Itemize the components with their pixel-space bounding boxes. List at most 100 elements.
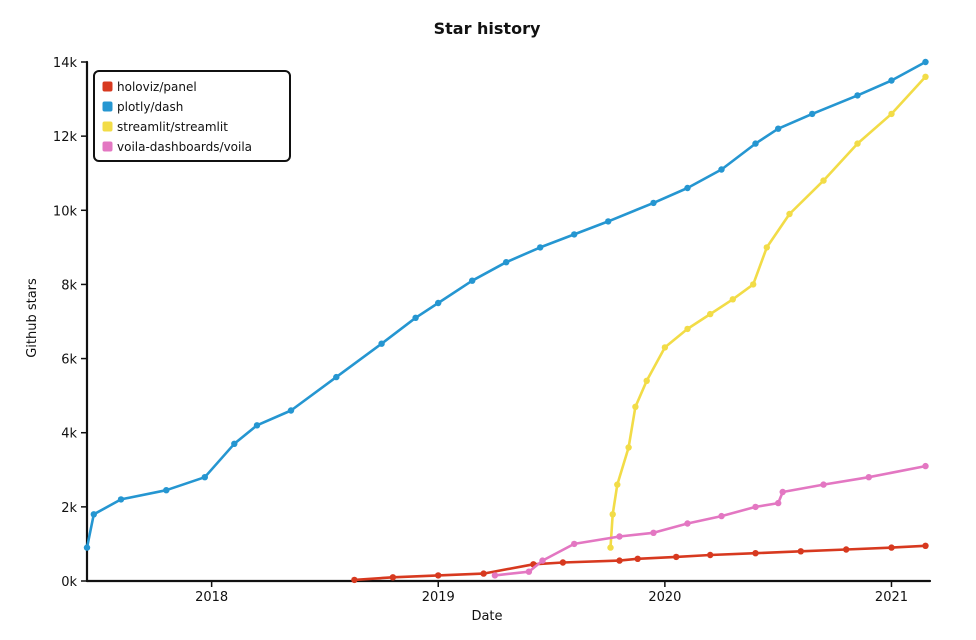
data-point	[750, 281, 757, 288]
data-point	[763, 244, 770, 251]
data-point	[333, 373, 340, 381]
data-point	[752, 140, 759, 147]
y-axis-label: Github stars	[25, 278, 40, 358]
data-point	[888, 77, 895, 84]
y-tick-label: 2k	[61, 501, 77, 516]
x-axis-label: Date	[471, 609, 502, 624]
data-point	[684, 520, 691, 527]
data-point	[469, 277, 476, 284]
data-point	[351, 576, 358, 584]
legend-swatch	[102, 141, 113, 152]
data-point	[661, 344, 669, 351]
y-tick-label: 4k	[61, 427, 77, 442]
data-point	[287, 407, 295, 414]
data-point	[797, 548, 804, 555]
legend: holoviz/panel plotly/dash streamlit/stream…	[93, 70, 291, 162]
data-point	[559, 559, 567, 566]
data-point	[253, 422, 261, 429]
data-point	[820, 177, 827, 184]
data-point	[718, 512, 725, 520]
data-point	[922, 542, 929, 549]
data-point	[537, 244, 544, 251]
data-point	[503, 259, 510, 266]
data-point	[922, 462, 929, 470]
x-tick-label: 2019	[422, 590, 455, 605]
data-point	[435, 572, 442, 579]
data-point	[389, 574, 397, 581]
legend-label: streamlit/streamlit	[117, 120, 228, 134]
data-point	[525, 568, 533, 575]
series-holoviz-panel	[351, 542, 929, 584]
data-point	[888, 110, 895, 118]
data-point	[775, 125, 782, 132]
series-streamlit-streamlit	[607, 73, 929, 551]
data-point	[854, 92, 861, 99]
data-point	[718, 166, 725, 173]
x-ticks: 2018 2019 2020 2021	[195, 581, 908, 605]
y-tick-label: 0k	[61, 575, 77, 590]
data-point	[605, 218, 612, 225]
data-point	[625, 444, 632, 451]
y-tick-label: 12k	[53, 130, 78, 145]
data-point	[820, 481, 827, 488]
y-tick-label: 6k	[61, 353, 77, 368]
series-line-plotly-dash	[85, 60, 927, 549]
data-point	[707, 310, 714, 318]
data-point	[752, 503, 759, 511]
data-point	[117, 496, 125, 503]
x-tick-label: 2021	[875, 590, 908, 605]
data-point	[843, 546, 850, 553]
legend-box	[93, 70, 291, 162]
y-ticks: 0k 2k 4k 6k 8k 10k 12k 14k	[53, 56, 87, 590]
data-point	[729, 296, 736, 303]
data-point	[634, 555, 641, 562]
data-point	[491, 572, 499, 579]
data-point	[775, 499, 782, 507]
legend-label: voila-dashboards/voila	[117, 140, 252, 154]
y-tick-label: 10k	[53, 204, 78, 219]
data-point	[786, 210, 793, 218]
data-point	[854, 140, 861, 147]
data-point	[607, 544, 614, 551]
legend-swatch	[102, 101, 113, 112]
legend-swatch	[102, 81, 113, 92]
data-point	[614, 481, 621, 488]
legend-label: holoviz/panel	[117, 80, 197, 94]
data-point	[163, 487, 170, 494]
data-point	[539, 557, 546, 564]
data-point	[378, 340, 385, 347]
data-point	[650, 199, 657, 207]
data-point	[609, 511, 616, 518]
y-tick-label: 8k	[61, 278, 77, 293]
series-line-voila-dashboards-voila	[493, 464, 927, 577]
data-point	[435, 299, 442, 307]
data-point	[201, 474, 208, 481]
legend-swatch	[102, 121, 113, 132]
series-line-streamlit-streamlit	[609, 75, 927, 549]
data-point	[571, 540, 578, 548]
data-point	[480, 570, 487, 577]
series-plotly-dash	[83, 58, 929, 551]
data-point	[809, 110, 816, 118]
y-tick-label: 14k	[53, 56, 78, 71]
chart-title: Star history	[434, 19, 541, 38]
series-voila-dashboards-voila	[491, 462, 929, 579]
data-point	[650, 529, 657, 536]
data-point	[231, 440, 238, 447]
legend-items: holoviz/panel plotly/dash streamlit/stream…	[102, 80, 252, 154]
data-point	[412, 314, 419, 321]
data-point	[922, 73, 929, 81]
data-point	[707, 551, 714, 559]
data-point	[616, 533, 623, 540]
data-point	[90, 511, 98, 518]
data-point	[632, 403, 639, 410]
data-point	[865, 474, 872, 481]
x-tick-label: 2020	[648, 590, 681, 605]
data-point	[888, 544, 895, 551]
data-point	[684, 325, 691, 333]
axes: 2018 2019 2020 2021 0k 2k 4k 6k 8k 10k 12k 14k	[53, 56, 932, 605]
legend-label: plotly/dash	[117, 100, 183, 114]
data-point	[571, 231, 578, 238]
data-point	[922, 58, 929, 66]
